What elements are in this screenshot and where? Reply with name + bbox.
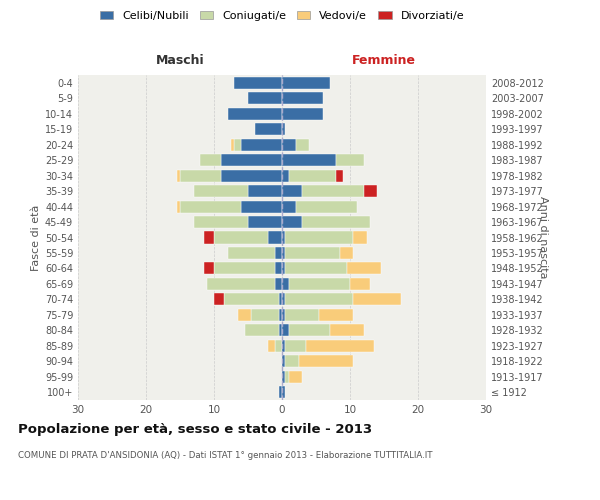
Bar — [176, 170, 180, 181]
Bar — [194, 185, 248, 197]
Bar — [248, 216, 282, 228]
Bar — [248, 185, 282, 197]
Bar — [235, 76, 282, 89]
Bar — [282, 262, 286, 274]
Bar — [282, 200, 296, 212]
Bar — [282, 216, 302, 228]
Bar — [204, 262, 214, 274]
Bar — [353, 294, 401, 306]
Bar — [275, 262, 282, 274]
Bar — [286, 262, 347, 274]
Bar — [180, 200, 241, 212]
Bar — [275, 247, 282, 259]
Bar — [268, 232, 282, 243]
Bar — [282, 138, 296, 150]
Bar — [282, 185, 302, 197]
Bar — [364, 185, 377, 197]
Bar — [282, 340, 286, 352]
Bar — [231, 138, 235, 150]
Text: Popolazione per età, sesso e stato civile - 2013: Popolazione per età, sesso e stato civil… — [18, 422, 372, 436]
Bar — [282, 108, 323, 120]
Bar — [319, 309, 353, 321]
Bar — [289, 324, 329, 336]
Bar — [200, 154, 221, 166]
Bar — [255, 123, 282, 135]
Text: Femmine: Femmine — [352, 54, 416, 68]
Bar — [214, 232, 268, 243]
Bar — [299, 356, 353, 368]
Bar — [194, 216, 248, 228]
Bar — [238, 309, 251, 321]
Bar — [302, 185, 364, 197]
Bar — [176, 200, 180, 212]
Bar — [296, 200, 357, 212]
Bar — [235, 138, 241, 150]
Bar — [227, 247, 275, 259]
Text: COMUNE DI PRATA D'ANSIDONIA (AQ) - Dati ISTAT 1° gennaio 2013 - Elaborazione TUT: COMUNE DI PRATA D'ANSIDONIA (AQ) - Dati … — [18, 451, 433, 460]
Bar — [340, 247, 353, 259]
Bar — [268, 340, 275, 352]
Bar — [241, 200, 282, 212]
Bar — [286, 371, 289, 383]
Bar — [286, 309, 319, 321]
Bar — [282, 356, 286, 368]
Bar — [296, 138, 309, 150]
Bar — [337, 154, 364, 166]
Bar — [282, 278, 289, 290]
Bar — [282, 76, 329, 89]
Bar — [278, 294, 282, 306]
Bar — [282, 309, 286, 321]
Bar — [221, 170, 282, 181]
Bar — [282, 154, 337, 166]
Bar — [275, 278, 282, 290]
Y-axis label: Fasce di età: Fasce di età — [31, 204, 41, 270]
Bar — [282, 371, 286, 383]
Bar — [282, 123, 286, 135]
Bar — [204, 232, 214, 243]
Bar — [289, 170, 337, 181]
Y-axis label: Anni di nascita: Anni di nascita — [538, 196, 548, 279]
Bar — [337, 170, 343, 181]
Bar — [214, 294, 224, 306]
Bar — [227, 108, 282, 120]
Bar — [278, 324, 282, 336]
Bar — [347, 262, 380, 274]
Bar — [207, 278, 275, 290]
Bar — [282, 324, 289, 336]
Bar — [221, 154, 282, 166]
Bar — [286, 247, 340, 259]
Bar — [241, 138, 282, 150]
Bar — [180, 170, 221, 181]
Bar — [353, 232, 367, 243]
Bar — [214, 262, 275, 274]
Bar — [286, 294, 353, 306]
Bar — [224, 294, 278, 306]
Bar — [286, 356, 299, 368]
Bar — [282, 294, 286, 306]
Bar — [286, 232, 353, 243]
Bar — [278, 309, 282, 321]
Bar — [245, 324, 278, 336]
Bar — [350, 278, 370, 290]
Bar — [248, 92, 282, 104]
Bar — [251, 309, 278, 321]
Bar — [306, 340, 374, 352]
Bar — [282, 232, 286, 243]
Bar — [282, 386, 286, 398]
Bar — [282, 170, 289, 181]
Bar — [302, 216, 370, 228]
Bar — [329, 324, 364, 336]
Legend: Celibi/Nubili, Coniugati/e, Vedovi/e, Divorziati/e: Celibi/Nubili, Coniugati/e, Vedovi/e, Di… — [100, 10, 464, 21]
Bar — [278, 386, 282, 398]
Bar — [275, 340, 282, 352]
Text: Maschi: Maschi — [155, 54, 205, 68]
Bar — [289, 371, 302, 383]
Bar — [289, 278, 350, 290]
Bar — [282, 247, 286, 259]
Bar — [282, 92, 323, 104]
Bar — [286, 340, 306, 352]
